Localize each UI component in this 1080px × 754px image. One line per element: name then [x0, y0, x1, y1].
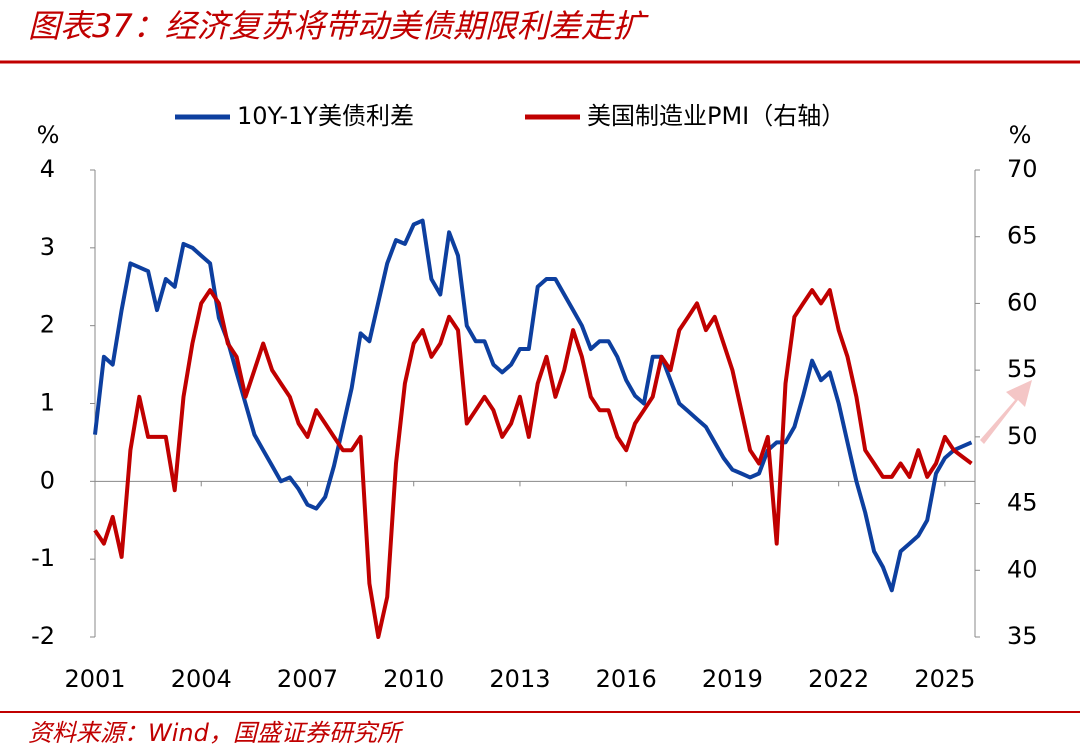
y2-tick-label: 65 — [1007, 222, 1038, 250]
x-tick-label: 2004 — [171, 665, 232, 693]
y-tick-label: 0 — [40, 466, 55, 494]
y-tick-label: 3 — [40, 233, 55, 261]
y2-axis-label: % — [1009, 121, 1032, 149]
legend-label: 美国制造业PMI（右轴） — [587, 102, 845, 130]
x-tick-label: 2025 — [914, 665, 975, 693]
x-tick-label: 2022 — [808, 665, 869, 693]
y2-tick-label: 40 — [1007, 555, 1038, 583]
y-tick-label: -2 — [31, 622, 55, 650]
legend-label: 10Y-1Y美债利差 — [237, 102, 414, 130]
series-line — [93, 288, 973, 639]
y-tick-label: 1 — [40, 389, 55, 417]
source: 资料来源：Wind，国盛证券研究所 — [28, 719, 405, 747]
y-tick-label: 2 — [40, 311, 55, 339]
y2-tick-label: 55 — [1007, 355, 1038, 383]
y-axis-label: % — [37, 121, 60, 149]
y2-tick-label: 50 — [1007, 422, 1038, 450]
chart-title: 图表37：经济复苏将带动美债期限利差走扩 — [28, 7, 650, 45]
x-tick-label: 2019 — [702, 665, 763, 693]
y2-tick-label: 60 — [1007, 288, 1038, 316]
y2-tick-label: 35 — [1007, 622, 1038, 650]
x-tick-label: 2013 — [489, 665, 550, 693]
y2-tick-label: 70 — [1007, 155, 1038, 183]
series-line — [93, 218, 973, 593]
x-tick-label: 2010 — [383, 665, 444, 693]
x-tick-label: 2007 — [277, 665, 338, 693]
y2-tick-label: 45 — [1007, 489, 1038, 517]
y-tick-label: 4 — [40, 155, 55, 183]
trend-arrow — [980, 380, 1032, 444]
y-tick-label: -1 — [31, 544, 55, 572]
x-tick-label: 2001 — [64, 665, 125, 693]
x-tick-label: 2016 — [596, 665, 657, 693]
